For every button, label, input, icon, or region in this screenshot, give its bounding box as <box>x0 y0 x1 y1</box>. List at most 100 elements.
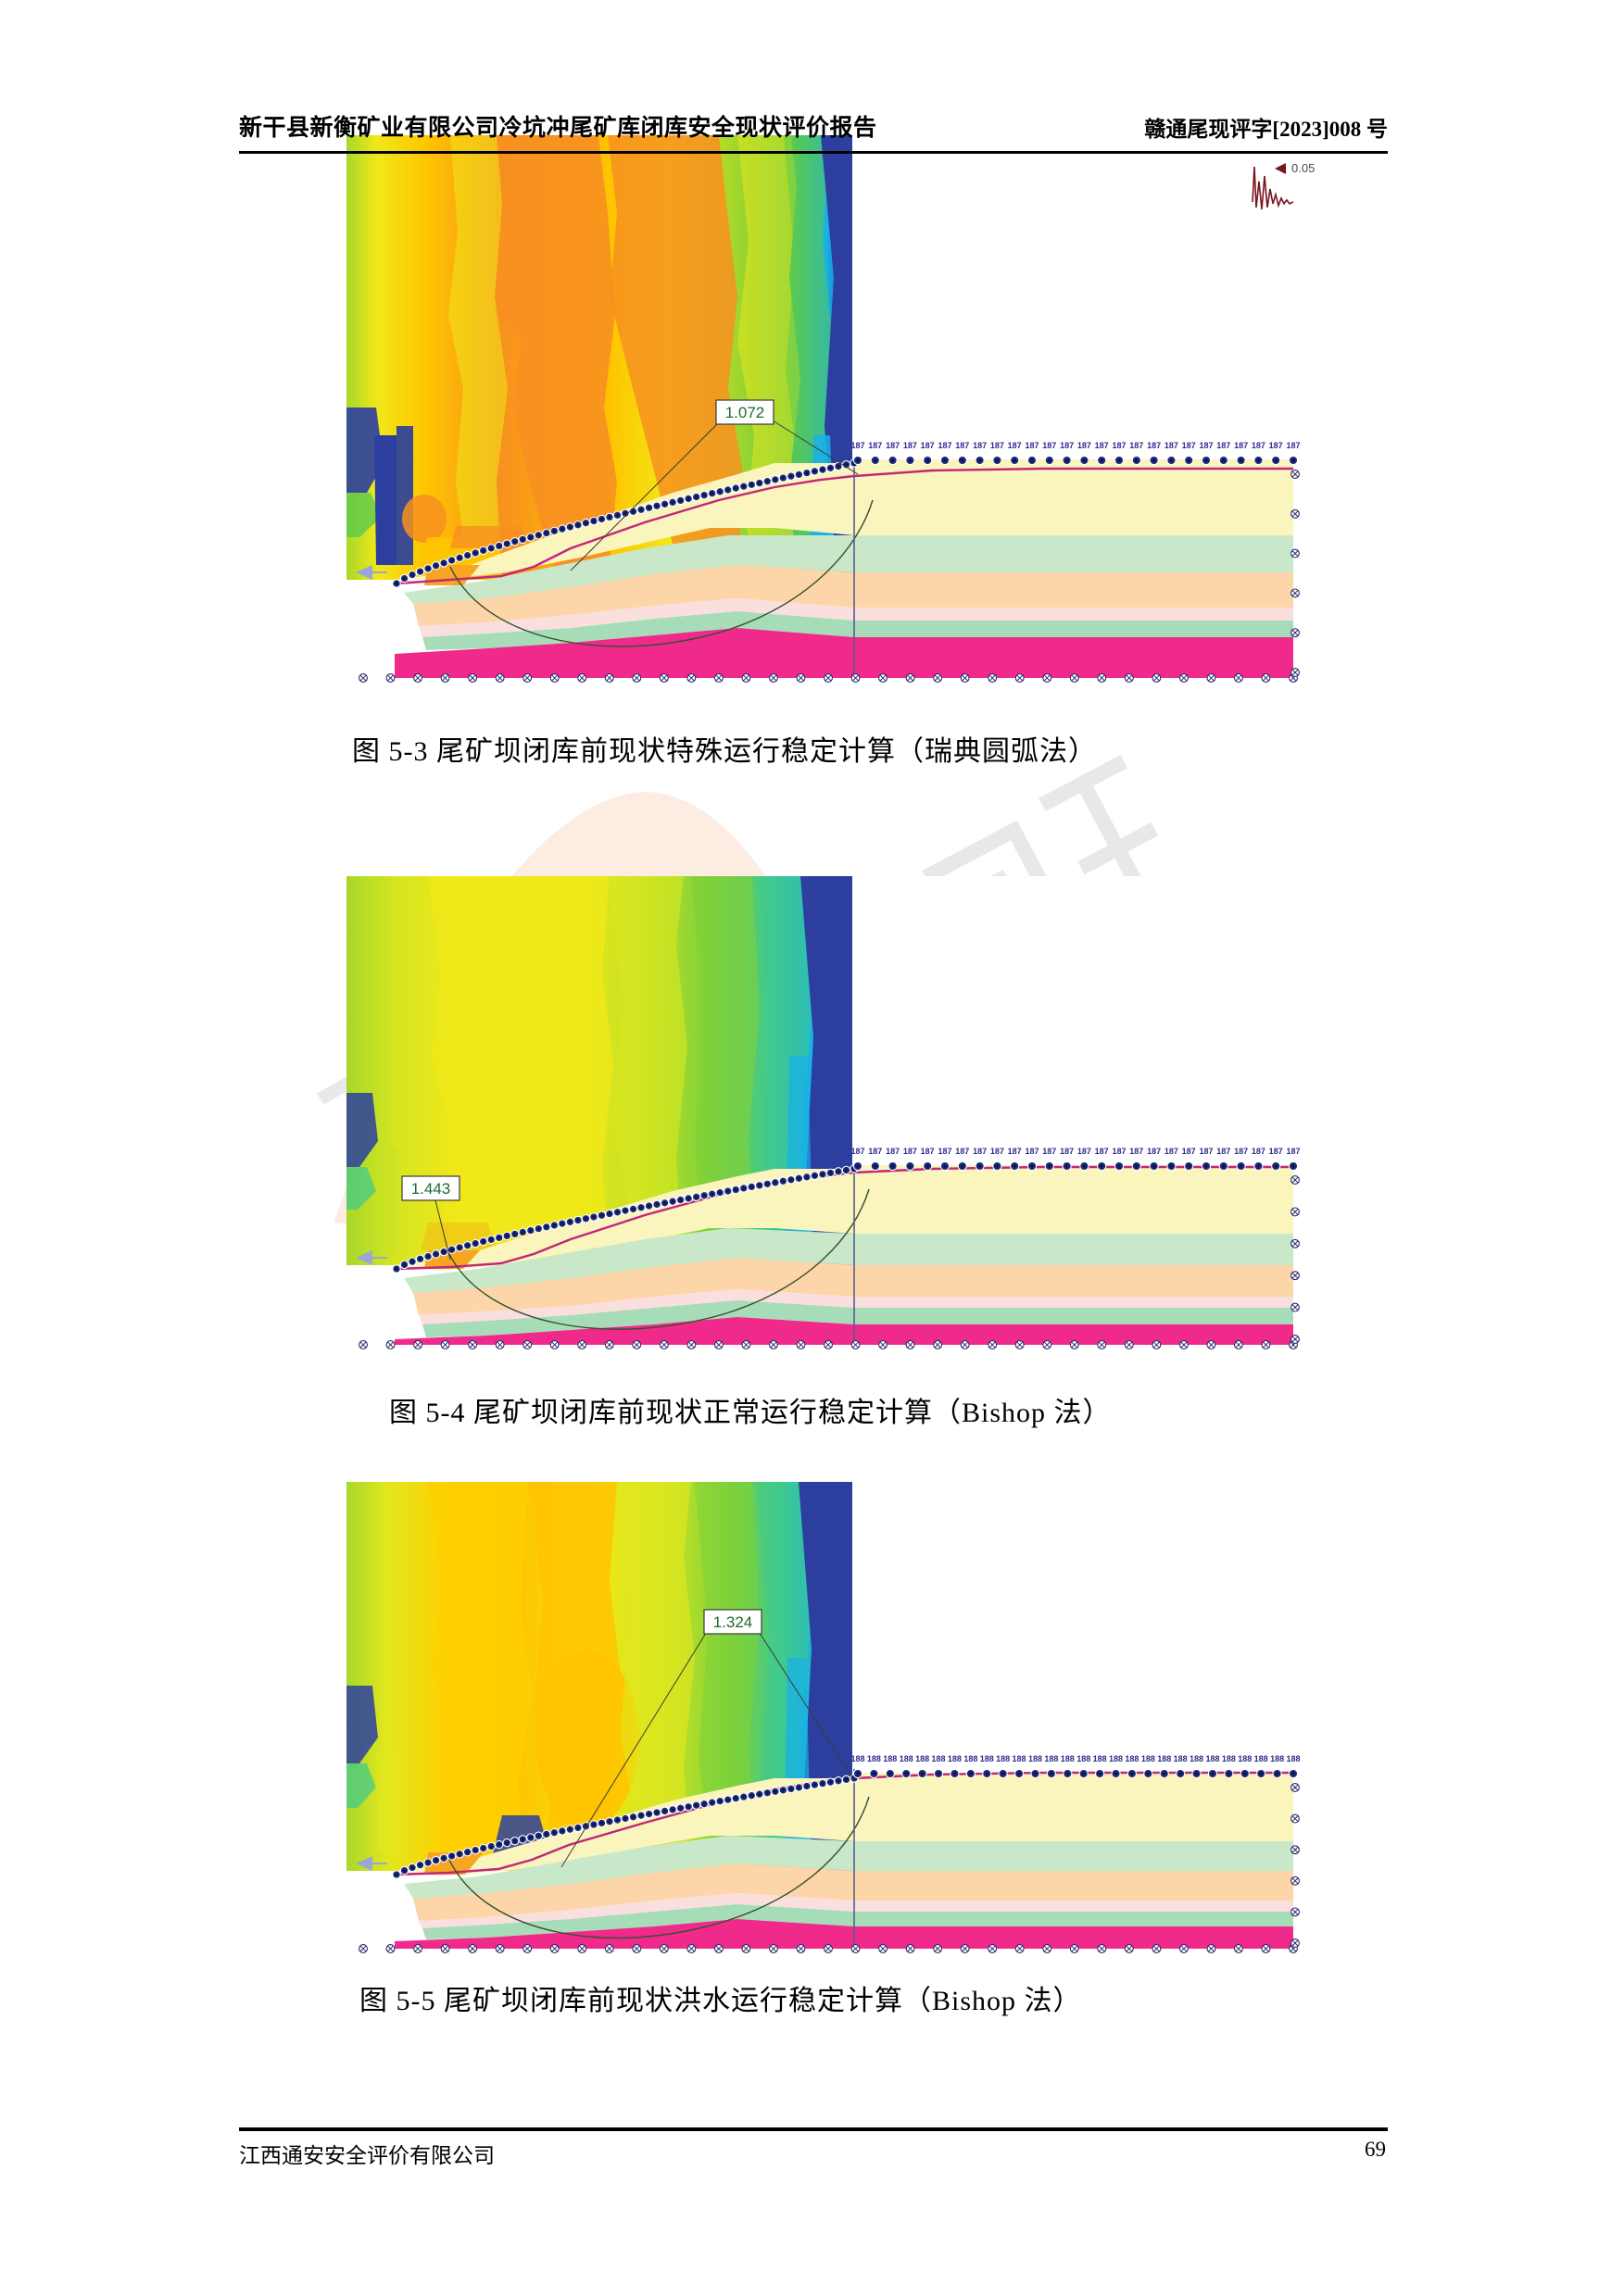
footer-divider <box>239 2127 1388 2131</box>
crest-elevation-labels: 187 187 187 187 187 187 187 187 187 187 187 187 187 1… <box>850 441 1300 450</box>
svg-text:187: 187 <box>1042 1147 1056 1156</box>
svg-text:188: 188 <box>1028 1754 1042 1763</box>
svg-text:187: 187 <box>1286 441 1300 450</box>
slope-stability-plot-2: 187 187 187 187 187 187 187 187 187 187 187 187 187 1… <box>346 876 1316 1356</box>
figure-caption-5-4: 图 5-4 尾矿坝闭库前现状正常运行稳定计算（Bishop 法） <box>389 1398 1112 1428</box>
cross-section-geometry <box>395 459 1293 678</box>
svg-text:187: 187 <box>850 441 864 450</box>
fos-value-1: 1.072 <box>725 404 765 421</box>
svg-text:188: 188 <box>883 1754 897 1763</box>
svg-text:188: 188 <box>867 1754 881 1763</box>
svg-text:187: 187 <box>1025 441 1039 450</box>
svg-text:187: 187 <box>903 441 917 450</box>
svg-text:188: 188 <box>1190 1754 1203 1763</box>
figure-5-3: 187 187 187 187 187 187 187 187 187 187 187 187 187 1… <box>339 130 1321 695</box>
svg-text:188: 188 <box>1286 1754 1300 1763</box>
svg-text:187: 187 <box>1112 441 1126 450</box>
svg-text:187: 187 <box>1077 1147 1091 1156</box>
svg-text:188: 188 <box>963 1754 977 1763</box>
fos-value-2: 1.443 <box>411 1180 451 1198</box>
svg-text:187: 187 <box>903 1147 917 1156</box>
svg-text:188: 188 <box>1125 1754 1139 1763</box>
right-edge-supports <box>1290 1175 1300 1344</box>
svg-text:188: 188 <box>1174 1754 1188 1763</box>
svg-text:187: 187 <box>1216 1147 1230 1156</box>
svg-text:188: 188 <box>1076 1754 1090 1763</box>
svg-text:188: 188 <box>1238 1754 1252 1763</box>
svg-text:187: 187 <box>1286 1147 1300 1156</box>
slope-stability-plot-1: 187 187 187 187 187 187 187 187 187 187 187 187 187 1… <box>346 135 1316 689</box>
seismic-annotation-1: 0.05 <box>1252 161 1315 210</box>
phreatic-line <box>396 467 1293 585</box>
svg-text:187: 187 <box>921 1147 935 1156</box>
cross-section-geometry <box>395 1165 1293 1345</box>
svg-text:187: 187 <box>1252 441 1265 450</box>
svg-text:187: 187 <box>1112 1147 1126 1156</box>
boundary-support-markers <box>359 1944 1298 1953</box>
seismic-value-1: 0.05 <box>1291 161 1315 175</box>
svg-text:188: 188 <box>1093 1754 1107 1763</box>
svg-text:188: 188 <box>1044 1754 1058 1763</box>
crest-node-markers <box>852 455 1299 466</box>
svg-text:188: 188 <box>1254 1754 1268 1763</box>
svg-text:187: 187 <box>1199 441 1213 450</box>
fos-value-3: 1.324 <box>713 1613 753 1631</box>
svg-text:187: 187 <box>1060 1147 1074 1156</box>
svg-text:188: 188 <box>1270 1754 1284 1763</box>
svg-text:187: 187 <box>1164 1147 1178 1156</box>
figure-5-4: 187 187 187 187 187 187 187 187 187 187 187 187 187 1… <box>339 871 1321 1361</box>
page-header: 新干县新衡矿业有限公司冷坑冲尾矿库闭库安全现状评价报告 赣通尾现评字[2023]… <box>239 109 1388 150</box>
svg-text:188: 188 <box>1157 1754 1171 1763</box>
fos-callout-1: 1.072 <box>570 399 859 571</box>
water-level-arrow <box>356 1250 372 1265</box>
svg-text:187: 187 <box>1216 441 1230 450</box>
svg-text:188: 188 <box>1205 1754 1219 1763</box>
footer-page-number: 69 <box>1365 2138 1386 2161</box>
report-title: 新干县新衡矿业有限公司冷坑冲尾矿库闭库安全现状评价报告 <box>239 116 877 141</box>
svg-text:187: 187 <box>938 441 951 450</box>
svg-text:187: 187 <box>886 441 900 450</box>
water-level-arrow <box>356 565 372 580</box>
svg-text:187: 187 <box>1060 441 1074 450</box>
svg-text:187: 187 <box>1269 1147 1283 1156</box>
crest-elevation-labels: 188 188 188 188 188 188 188 188 188 188 188 188 188 1… <box>850 1754 1300 1763</box>
boundary-support-markers <box>359 673 1298 683</box>
svg-text:188: 188 <box>900 1754 913 1763</box>
svg-text:187: 187 <box>990 1147 1004 1156</box>
svg-text:187: 187 <box>1025 1147 1039 1156</box>
svg-text:187: 187 <box>1234 1147 1248 1156</box>
svg-text:187: 187 <box>1095 1147 1109 1156</box>
cross-section-geometry <box>395 1773 1293 1949</box>
slip-surface-arc <box>449 499 874 647</box>
svg-text:187: 187 <box>1182 441 1196 450</box>
svg-text:188: 188 <box>1222 1754 1236 1763</box>
slope-node-markers <box>392 458 859 588</box>
svg-text:187: 187 <box>1129 1147 1143 1156</box>
svg-text:187: 187 <box>868 1147 882 1156</box>
svg-text:187: 187 <box>973 441 987 450</box>
svg-text:187: 187 <box>868 441 882 450</box>
svg-text:187: 187 <box>1147 441 1161 450</box>
svg-text:187: 187 <box>1234 441 1248 450</box>
svg-text:188: 188 <box>1109 1754 1123 1763</box>
footer-company: 江西通安安全评价有限公司 <box>239 2144 495 2167</box>
svg-text:188: 188 <box>915 1754 929 1763</box>
svg-text:187: 187 <box>1095 441 1109 450</box>
svg-text:187: 187 <box>1182 1147 1196 1156</box>
right-edge-supports <box>1290 1783 1300 1948</box>
svg-text:188: 188 <box>948 1754 962 1763</box>
svg-text:187: 187 <box>1008 441 1022 450</box>
svg-text:187: 187 <box>990 441 1004 450</box>
svg-text:187: 187 <box>1077 441 1091 450</box>
slip-surface-arc <box>447 1796 870 1939</box>
svg-text:188: 188 <box>1013 1754 1026 1763</box>
boundary-support-markers <box>359 1340 1298 1349</box>
svg-text:187: 187 <box>921 441 935 450</box>
water-level-arrow <box>356 1856 372 1871</box>
svg-text:187: 187 <box>1199 1147 1213 1156</box>
svg-text:188: 188 <box>932 1754 946 1763</box>
svg-text:187: 187 <box>1252 1147 1265 1156</box>
fos-callout-3: 1.324 <box>560 1609 855 1868</box>
svg-text:187: 187 <box>886 1147 900 1156</box>
